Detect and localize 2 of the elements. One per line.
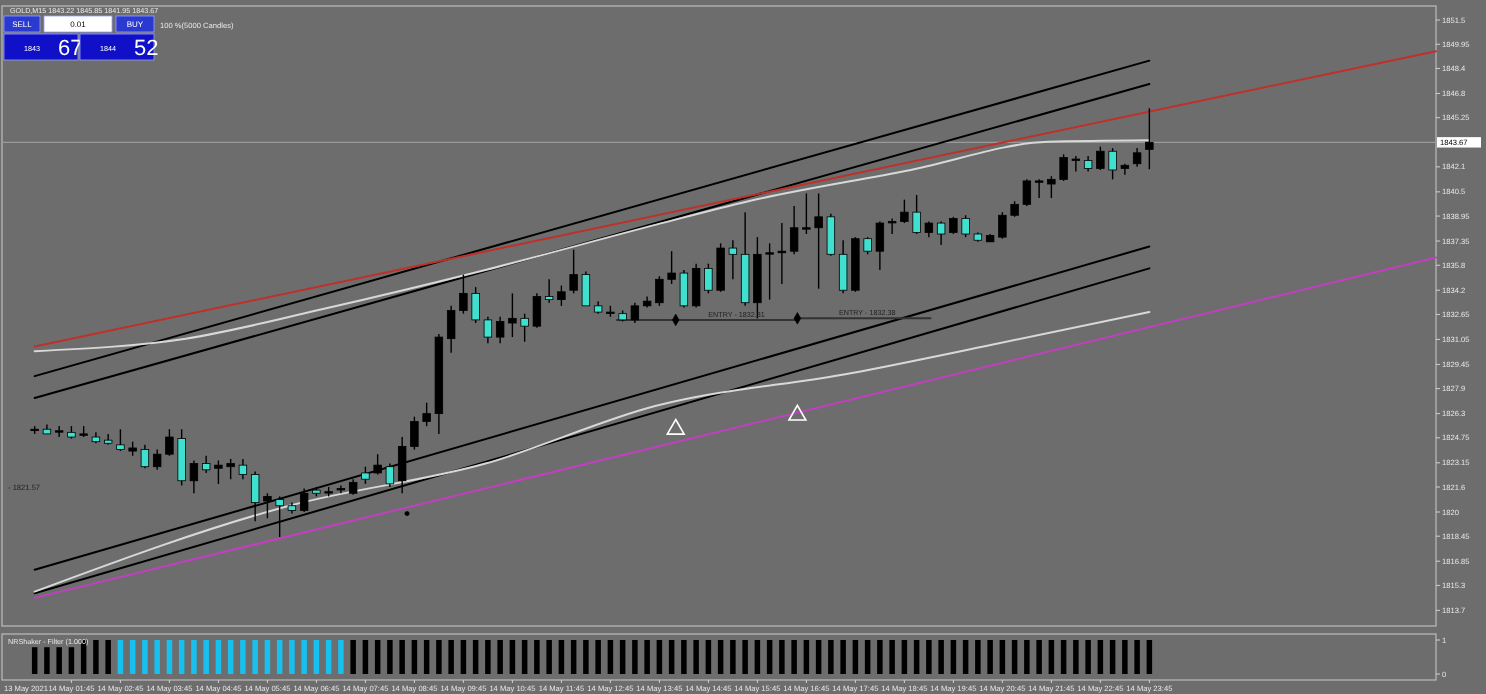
annotation: 52 bbox=[134, 37, 159, 61]
annotation: 67 bbox=[58, 37, 83, 61]
